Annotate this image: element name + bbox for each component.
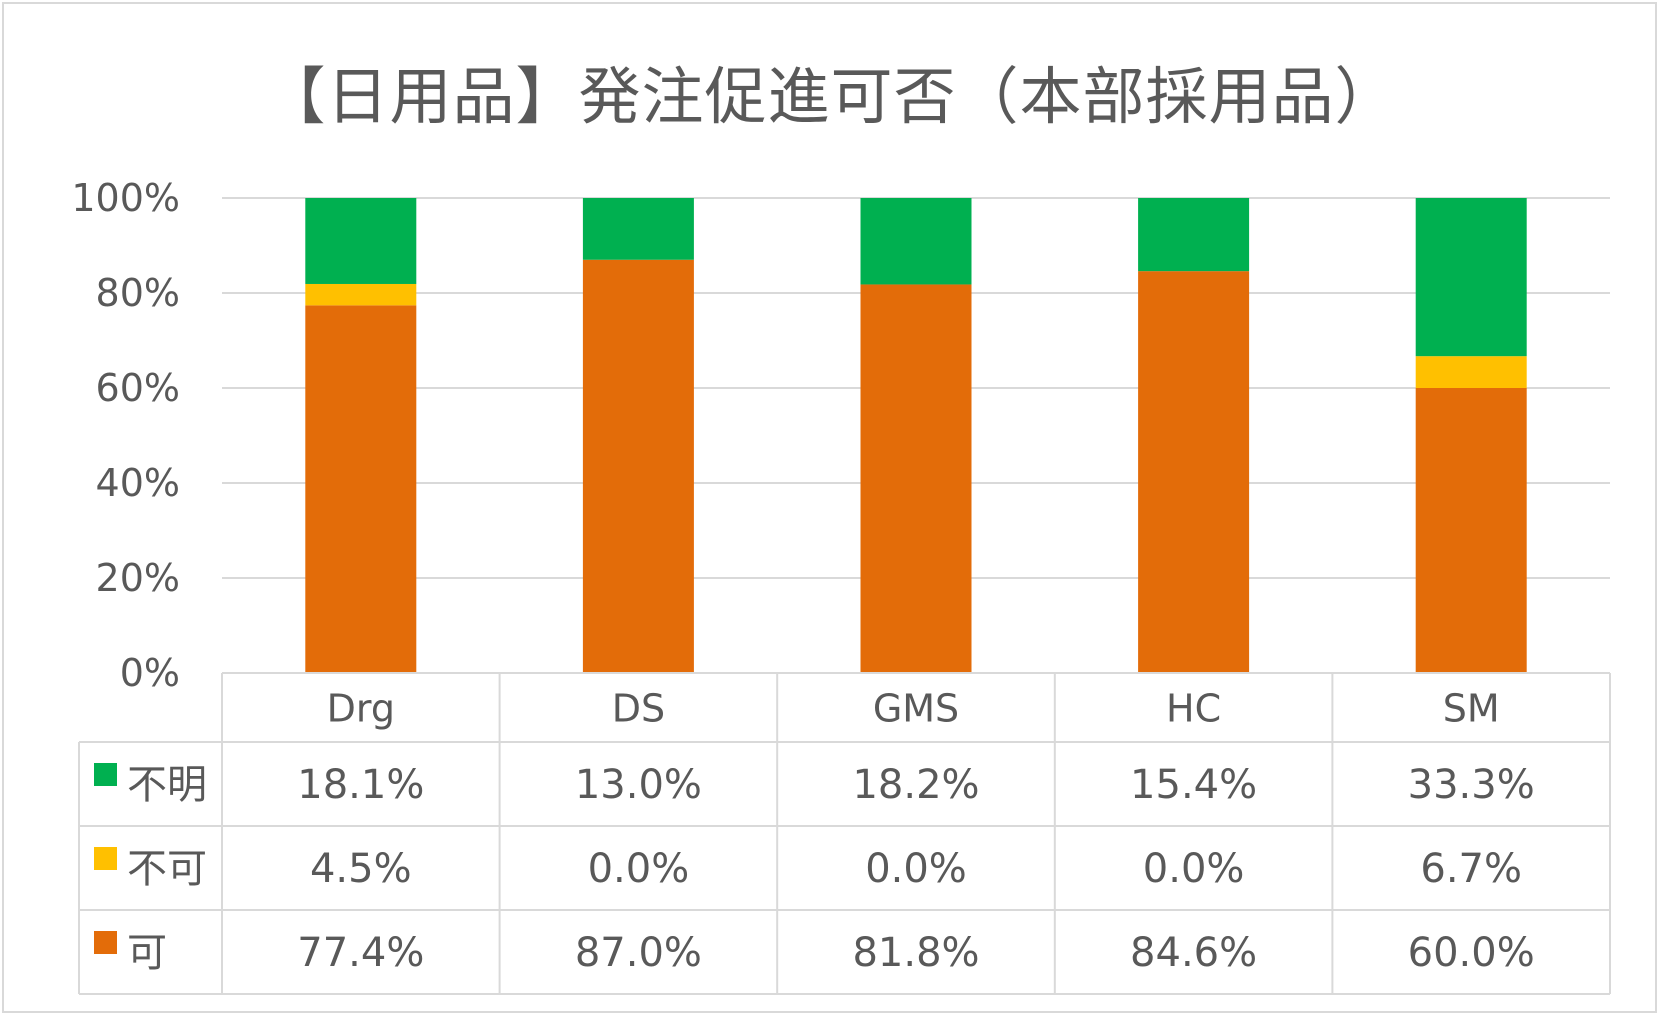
category-label: Drg xyxy=(327,687,395,731)
category-label: SM xyxy=(1443,687,1500,731)
data-cell: 0.0% xyxy=(1143,846,1245,892)
chart-title: 【日用品】発注促進可否（本部採用品） xyxy=(263,60,1398,133)
data-cell: 18.2% xyxy=(852,762,979,808)
bar-segment xyxy=(305,198,417,284)
legend-swatch xyxy=(94,763,117,786)
bar-segment xyxy=(1138,198,1250,272)
y-axis: 0% 20% 40% 60% 80% 100% xyxy=(71,176,180,695)
legend-swatch xyxy=(94,847,117,870)
bar-segment xyxy=(1415,388,1527,673)
y-tick-label: 80% xyxy=(96,271,180,315)
legend-label: 不可 xyxy=(127,846,207,892)
bar-segment xyxy=(305,305,417,673)
data-cell: 0.0% xyxy=(588,846,690,892)
y-tick-label: 0% xyxy=(120,651,180,695)
y-tick-label: 20% xyxy=(96,556,180,600)
category-label: DS xyxy=(612,687,665,731)
data-cell: 15.4% xyxy=(1130,762,1257,808)
bar-segment xyxy=(1138,271,1250,673)
data-cell: 84.6% xyxy=(1130,930,1257,976)
data-cell: 87.0% xyxy=(575,930,702,976)
data-cell: 18.1% xyxy=(297,762,424,808)
bar-segment xyxy=(1415,356,1527,388)
bars xyxy=(305,198,1527,673)
category-label: GMS xyxy=(873,687,959,731)
bar-segment xyxy=(860,284,972,673)
legend-label: 可 xyxy=(127,930,167,976)
data-cell: 81.8% xyxy=(852,930,979,976)
data-cell: 60.0% xyxy=(1408,930,1535,976)
legend-label: 不明 xyxy=(127,762,207,808)
data-cell: 0.0% xyxy=(865,846,967,892)
data-cell: 4.5% xyxy=(310,846,412,892)
data-cell: 6.7% xyxy=(1420,846,1522,892)
data-table: Drg DS GMS HC SM 不明 18.1% 13.0% 18.2% 15.4% 33.3% 不… xyxy=(78,672,1611,995)
y-tick-label: 60% xyxy=(96,366,180,410)
y-tick-label: 40% xyxy=(96,461,180,505)
bar-segment xyxy=(1415,198,1527,357)
y-tick-label: 100% xyxy=(71,176,180,220)
data-cell: 13.0% xyxy=(575,762,702,808)
data-cell: 77.4% xyxy=(297,930,424,976)
bar-segment xyxy=(582,198,694,260)
bar-segment xyxy=(305,283,417,306)
legend-swatch xyxy=(94,931,117,954)
bar-segment xyxy=(582,259,694,673)
data-cell: 33.3% xyxy=(1408,762,1535,808)
category-label: HC xyxy=(1166,687,1221,731)
bar-segment xyxy=(860,198,972,285)
